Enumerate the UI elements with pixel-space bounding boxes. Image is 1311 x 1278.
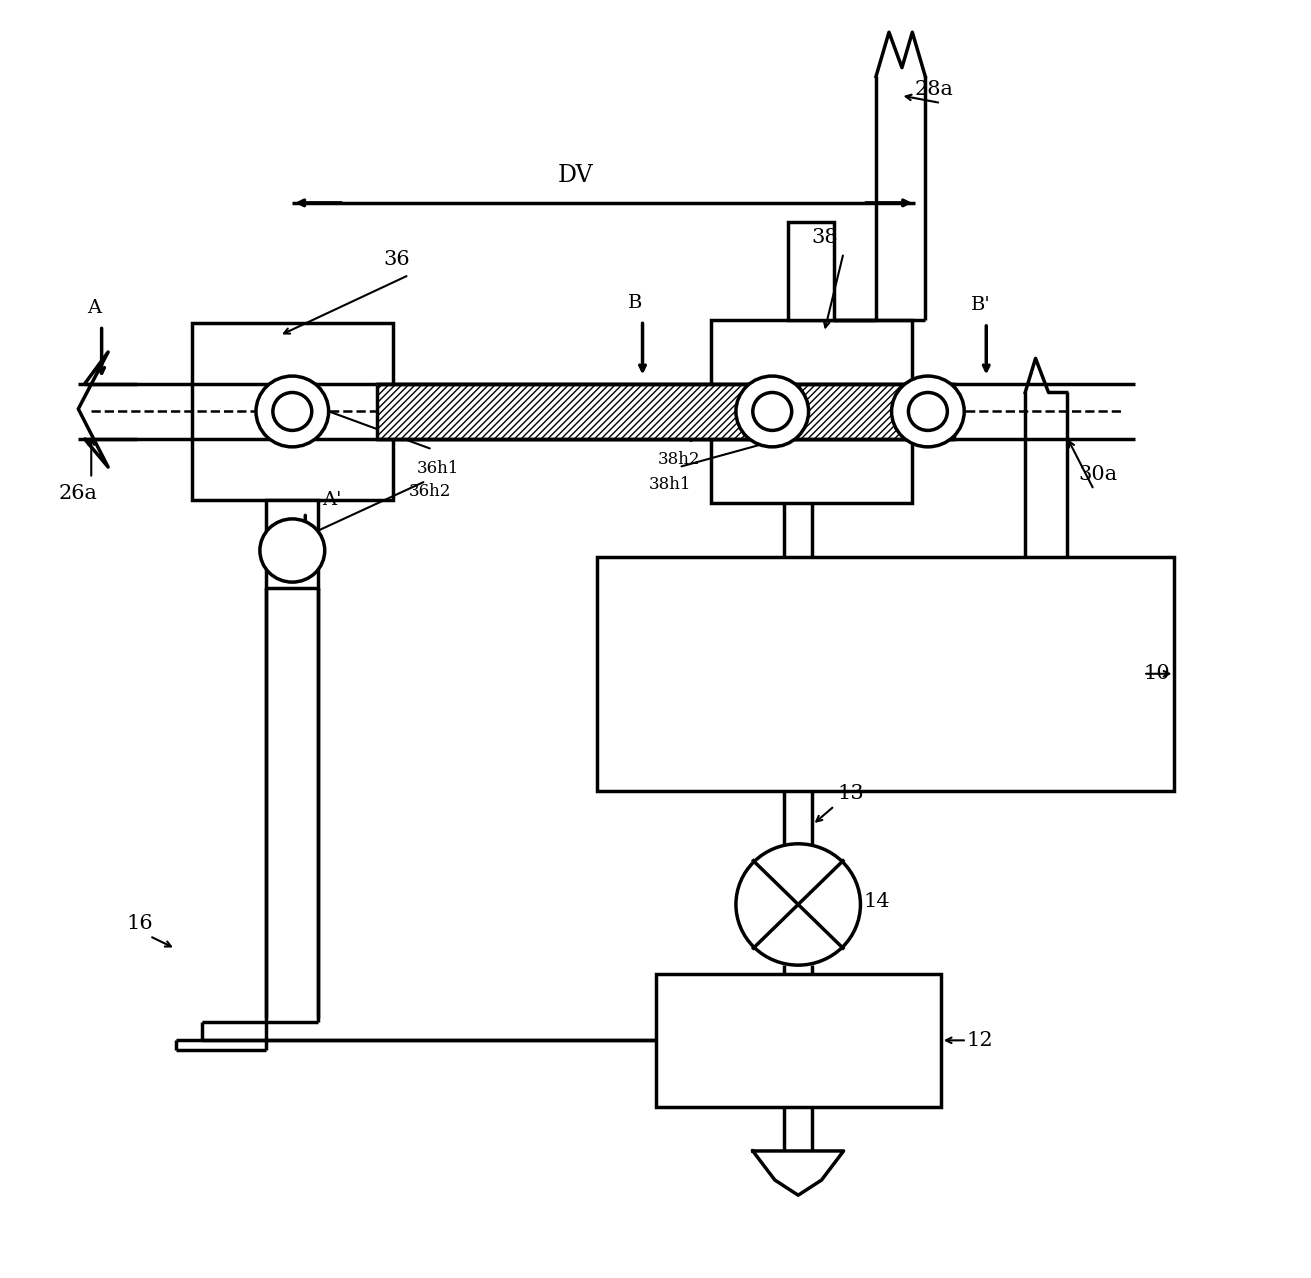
- Bar: [656, 974, 941, 1107]
- Text: 36h1: 36h1: [417, 460, 459, 477]
- Bar: [788, 222, 834, 320]
- Text: 13: 13: [838, 783, 864, 803]
- Bar: [711, 320, 911, 504]
- Text: 14: 14: [863, 892, 890, 911]
- Text: B: B: [628, 294, 642, 312]
- Text: 12: 12: [966, 1031, 994, 1049]
- Text: 36h2: 36h2: [409, 483, 451, 500]
- Text: 38h2: 38h2: [658, 451, 700, 468]
- Circle shape: [256, 376, 329, 447]
- Circle shape: [260, 519, 325, 581]
- Text: 38h1: 38h1: [649, 477, 691, 493]
- Text: A: A: [88, 299, 101, 317]
- Text: 28a: 28a: [915, 79, 954, 98]
- Text: 26a: 26a: [59, 484, 98, 504]
- Text: 36: 36: [383, 250, 410, 270]
- Text: A': A': [323, 491, 342, 509]
- Text: 10: 10: [1143, 665, 1169, 684]
- Text: 38: 38: [812, 229, 838, 247]
- Circle shape: [735, 843, 860, 965]
- Text: DV: DV: [557, 164, 593, 187]
- Text: 30a: 30a: [1079, 465, 1117, 484]
- Bar: [266, 500, 319, 588]
- Bar: [597, 557, 1175, 791]
- Bar: [376, 383, 954, 440]
- Circle shape: [891, 376, 964, 447]
- Text: 16: 16: [126, 914, 153, 933]
- Bar: [191, 323, 393, 500]
- Text: B': B': [970, 296, 990, 314]
- Circle shape: [735, 376, 809, 447]
